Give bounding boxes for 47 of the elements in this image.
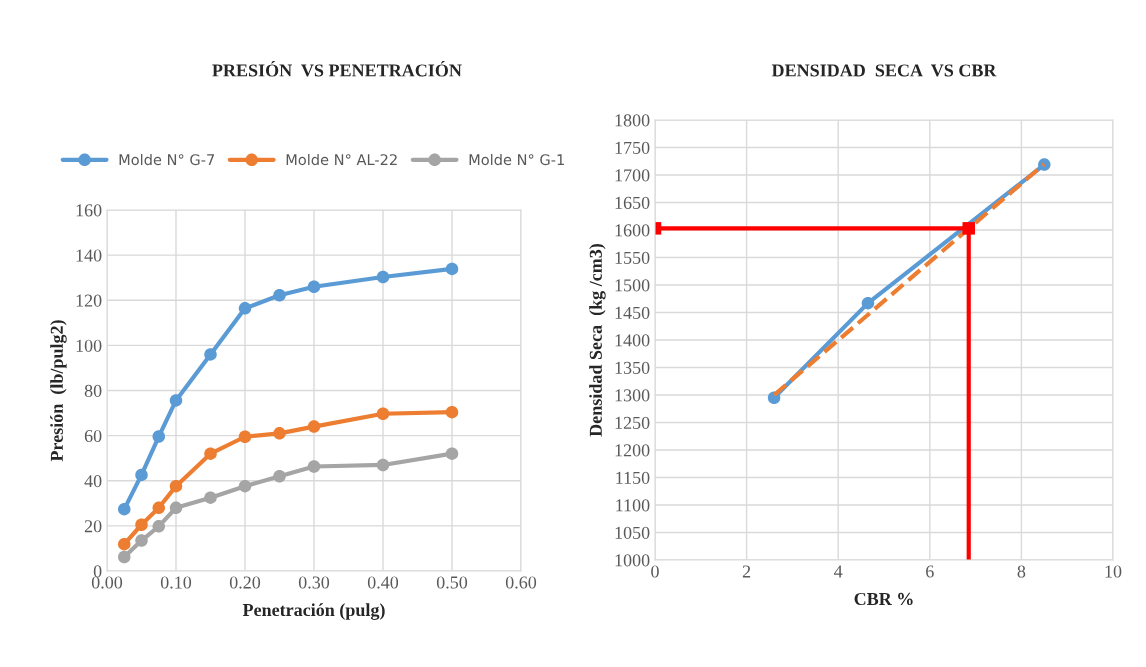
x-tick-label: 0.60	[505, 576, 537, 589]
y-tick-label: 1300	[615, 389, 650, 402]
x-tick-label: 8	[1017, 565, 1026, 578]
y-tick-label: 1650	[615, 196, 650, 209]
y-tick-label: 1050	[615, 526, 650, 539]
legend-label: Molde N° G-1	[469, 153, 564, 166]
y-tick-label: 20	[84, 520, 102, 533]
y-tick-label: 1600	[615, 224, 650, 237]
y-tick-label: 80	[84, 384, 102, 397]
y-tick-label: 1500	[615, 279, 650, 292]
y-tick-label: 1000	[615, 554, 650, 567]
x-tick-label: 0.50	[436, 576, 468, 589]
y-tick-label: 1800	[615, 114, 650, 127]
y-tick-label: 1550	[615, 251, 650, 264]
chart-title: PRESIÓN VS PENETRACIÓN	[212, 60, 462, 77]
x-tick-label: 0.20	[229, 576, 261, 589]
x-tick-label: 10	[1105, 565, 1122, 578]
legend-label: Molde N° AL-22	[286, 153, 397, 166]
y-tick-label: 140	[76, 249, 102, 262]
y-tick-label: 120	[76, 294, 102, 307]
x-axis-title: CBR %	[854, 592, 913, 606]
y-tick-label: 160	[76, 204, 102, 217]
y-tick-label: 1450	[615, 306, 650, 319]
x-tick-label: 2	[742, 565, 751, 578]
y-tick-label: 1400	[615, 334, 650, 347]
y-tick-label: 1350	[615, 361, 650, 374]
y-tick-label: 100	[76, 339, 102, 352]
x-tick-label: 0.00	[91, 576, 123, 589]
chart-title: DENSIDAD SECA VS CBR	[771, 64, 997, 77]
x-tick-label: 4	[834, 565, 843, 578]
y-tick-label: 1100	[616, 499, 650, 512]
x-axis-title: Penetración (pulg)	[242, 603, 385, 620]
y-tick-label: 1150	[616, 471, 650, 484]
y-axis-title: Presión (lb/pulg2)	[50, 320, 67, 462]
y-tick-label: 1700	[615, 169, 650, 182]
x-tick-label: 0	[651, 565, 659, 578]
y-axis-title: Densidad Seca (kg /cm3)	[589, 243, 606, 437]
y-tick-label: 1200	[615, 444, 650, 457]
y-tick-label: 1750	[615, 141, 650, 154]
y-tick-label: 40	[84, 475, 102, 488]
x-tick-label: 0.40	[367, 576, 399, 589]
x-tick-label: 0.30	[298, 576, 330, 589]
y-tick-label: 60	[84, 429, 102, 443]
x-tick-label: 6	[926, 565, 934, 578]
x-tick-label: 0.10	[160, 576, 192, 589]
legend-label: Molde N° G-7	[119, 153, 214, 166]
y-tick-label: 1250	[615, 416, 650, 429]
